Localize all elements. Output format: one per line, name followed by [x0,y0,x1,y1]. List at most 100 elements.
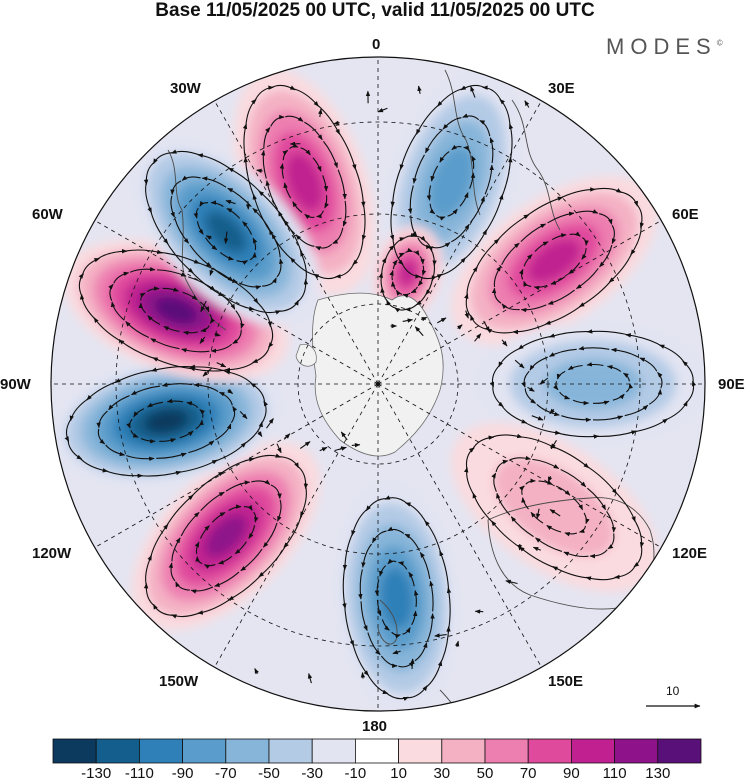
wind-arrow [407,185,414,215]
wind-arrow [214,332,221,337]
wind-arrow [194,541,200,555]
wind-arrow [454,640,460,648]
wind-arrow [568,262,581,275]
wind-arrow [426,613,435,642]
wind-arrow [496,492,511,516]
wind-arrow [385,245,395,260]
wind-arrow [199,301,210,313]
wind-arrow [193,207,199,219]
wind-arrow [549,348,577,357]
wind-arrow [108,395,130,411]
circulation-vectors [464,433,645,581]
wind-arrow [386,299,396,309]
wind-arrow [262,522,278,548]
wind-arrow [227,388,234,394]
wind-arrow [211,511,226,523]
wind-arrow [130,430,139,438]
wind-arrow [417,276,424,287]
meridian-line [212,98,379,385]
wind-arrow [262,277,277,287]
wind-arrow [611,225,617,245]
lon-label-180: 180 [362,718,388,735]
wind-arrow [532,458,560,469]
wind-arrow [575,268,599,290]
wind-arrow [292,201,303,213]
wind-arrow [419,552,431,580]
wind-arrow [163,325,180,332]
wind-arrow [564,532,578,537]
wind-arrow [240,548,263,572]
wind-arrow [218,556,233,565]
wind-arrow [583,512,590,525]
wind-arrow [392,259,398,270]
wind-arrow [538,480,553,485]
wind-arrow [367,632,381,656]
wind-arrow [216,362,227,368]
circulation-vectors [242,84,367,280]
wind-arrow [412,154,425,184]
wind-arrow [376,599,382,617]
wind-arrow [381,257,387,275]
wind-arrow [381,619,390,631]
wind-arrow [569,231,581,237]
circulation-vectors [489,329,697,439]
wind-arrow [575,209,599,214]
wind-arrow [561,415,592,423]
wind-arrow [182,291,198,301]
wind-arrow [501,303,520,311]
wind-arrow [205,235,212,240]
wind-arrow [410,286,418,294]
wind-arrow [426,185,432,201]
wind-arrow [523,280,532,287]
wind-arrow [390,281,397,290]
circulation-vectors [64,364,269,479]
colorbar-tick-label: -50 [258,765,280,782]
wind-arrow [186,401,199,409]
wind-arrow [175,581,190,591]
colorbar-tick-label: -30 [301,765,324,782]
wind-arrow [393,237,406,247]
meridian-line [377,383,664,550]
wind-arrow [589,549,608,559]
wind-arrow [553,381,559,391]
wind-arrow [419,256,425,265]
wind-arrow [188,440,215,454]
anomaly-contour [144,409,189,434]
wind-arrow [147,286,160,293]
wind-arrow [403,232,417,239]
wind-arrow [442,117,462,130]
wind-arrow [402,292,411,298]
wind-arrow [519,546,558,570]
wind-arrow [508,455,532,461]
wind-arrow [610,347,639,358]
wind-arrow [523,254,533,267]
wind-arrow [201,176,227,188]
wind-arrow [547,289,575,305]
wind-arrow [263,127,271,149]
wind-arrow [546,525,562,533]
wind-arrow [470,195,485,223]
wind-arrow [470,85,476,98]
lon-label-60w: 60W [32,206,63,223]
colorbar-tick-label: 90 [563,765,580,782]
wind-arrow [550,276,566,285]
meridian-line [377,383,544,670]
wind-arrow [624,404,649,417]
wind-arrow [559,391,571,400]
wind-arrow [420,316,428,322]
wind-arrow [606,511,617,533]
wind-arrow [299,441,311,449]
wind-arrow [196,221,204,235]
wind-arrow [318,108,323,118]
wind-arrow [242,221,253,235]
anomaly-contour [205,211,247,253]
wind-arrow [351,442,361,448]
wind-arrow [282,149,289,161]
wind-arrow [270,114,285,127]
wind-arrow [256,168,263,174]
wind-arrow [599,244,613,268]
anomaly-lobe [334,480,460,711]
wind-arrow [138,302,146,314]
wind-arrow [215,423,232,441]
wind-arrow [524,388,537,404]
